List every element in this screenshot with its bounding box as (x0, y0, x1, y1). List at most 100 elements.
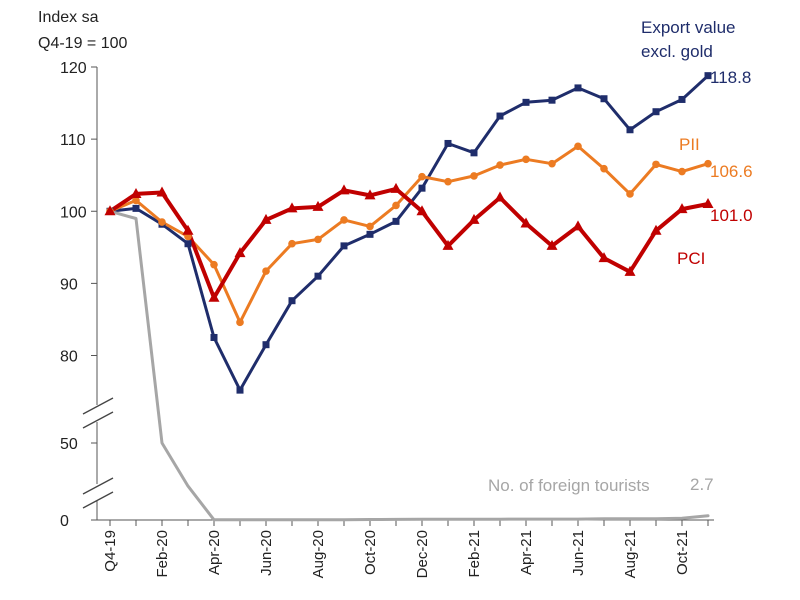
data-point-export (548, 96, 556, 104)
axis-break-mark (82, 491, 114, 509)
data-point-pci (546, 239, 558, 250)
series-end-value-label: 101.0 (710, 206, 753, 225)
data-point-pii (574, 142, 582, 151)
data-point-export (236, 386, 244, 394)
data-point-export (132, 204, 140, 212)
y-axis-title: Index sa Q4-19 = 100 (38, 9, 128, 52)
data-point-pci (312, 200, 324, 211)
data-point-pii (704, 159, 712, 168)
data-point-pci (624, 265, 636, 276)
y-tick-label: 110 (60, 132, 86, 149)
data-point-pci (234, 247, 246, 258)
data-point-export (314, 272, 322, 280)
data-point-pci (156, 186, 168, 197)
data-point-export (210, 333, 218, 341)
data-point-pii (340, 216, 348, 224)
data-point-pci (260, 213, 272, 224)
data-point-export (626, 126, 634, 134)
x-tick-label: Oct-20 (362, 530, 379, 575)
x-tick-label: Feb-20 (154, 530, 171, 578)
x-tick-label: Apr-20 (206, 530, 223, 575)
series-lines (108, 74, 710, 522)
axis-break-mark (82, 397, 114, 415)
data-point-export (444, 139, 452, 147)
y-tick-label: 50 (60, 436, 78, 453)
axis-break-mark (82, 477, 114, 495)
data-point-export (392, 217, 400, 225)
x-tick-label: Jun-20 (258, 530, 275, 576)
y-tick-label: 100 (60, 204, 87, 221)
data-point-pii (236, 318, 244, 327)
data-point-pii (132, 196, 140, 205)
data-point-pii (262, 267, 270, 275)
data-point-pci (650, 224, 662, 235)
data-point-export (600, 95, 608, 103)
x-axis: Q4-19 Feb-20 Apr-20 Jun-20 Aug-20 Oct-20 Dec-2… (97, 519, 714, 578)
data-point-pii (288, 239, 296, 248)
data-point-export (470, 149, 478, 157)
data-point-export (574, 84, 582, 92)
data-point-pci (416, 205, 428, 216)
x-tick-label: Feb-21 (466, 530, 483, 578)
data-point-export (262, 341, 270, 349)
x-tick-label: Apr-21 (518, 530, 535, 575)
data-point-pci (442, 239, 454, 250)
axis-break-mark (82, 411, 114, 429)
data-point-pci (390, 182, 402, 193)
y-axis-title-line: Q4-19 = 100 (38, 35, 128, 52)
data-point-pci (494, 191, 506, 202)
x-tick-label: Aug-21 (622, 530, 639, 578)
data-point-export (184, 240, 192, 248)
data-point-pii (444, 177, 452, 186)
x-tick-label: Dec-20 (414, 530, 431, 578)
data-point-pii (678, 167, 686, 176)
data-point-pci (286, 202, 298, 213)
data-point-export (418, 184, 426, 192)
data-point-pii (210, 260, 218, 269)
data-point-pci (702, 198, 714, 209)
series-name-label: PCI (677, 249, 705, 268)
data-point-export (522, 98, 530, 106)
series-line-3 (108, 209, 710, 522)
data-point-export (288, 297, 296, 305)
data-point-export (496, 112, 504, 120)
data-point-pci (208, 291, 220, 302)
data-point-pci (338, 184, 350, 195)
y-tick-label: 90 (60, 276, 78, 293)
y-tick-label: 120 (60, 60, 87, 77)
series-labels: Export value excl. gold 118.8 PII 106.6 PCI 10… (488, 18, 753, 495)
data-point-export (652, 108, 660, 116)
data-point-pci (182, 224, 194, 235)
series-markers (104, 72, 714, 394)
x-tick-label: Q4-19 (102, 530, 119, 572)
series-name-label: excl. gold (641, 42, 713, 61)
data-point-pii (626, 190, 634, 198)
series-end-value-label: 118.8 (710, 68, 751, 87)
data-point-pii (548, 159, 556, 168)
x-tick-label: Oct-21 (674, 530, 691, 575)
y-axis-title-line: Index sa (38, 9, 99, 26)
x-tick-label: Jun-21 (570, 530, 587, 576)
data-point-pii (600, 164, 608, 173)
data-point-pii (158, 218, 166, 226)
y-tick-label: 0 (60, 513, 69, 530)
series-line-1 (108, 144, 710, 324)
data-point-export (704, 72, 712, 80)
data-point-pii (470, 172, 478, 180)
series-name-label: No. of foreign tourists (488, 476, 650, 495)
data-point-pii (366, 222, 374, 231)
data-point-pci (468, 213, 480, 224)
series-name-label: PII (679, 135, 700, 154)
series-end-value-label: 106.6 (710, 162, 753, 181)
data-point-pii (392, 201, 400, 210)
data-point-pci (104, 205, 116, 216)
y-tick-label: 80 (60, 349, 78, 366)
series-name-label: Export value (641, 18, 736, 37)
data-point-pii (652, 160, 660, 169)
data-point-export (678, 95, 686, 103)
series-line-0 (108, 74, 710, 392)
series-end-value-label: 2.7 (690, 475, 714, 494)
data-point-pii (314, 235, 322, 244)
data-point-pii (418, 172, 426, 181)
